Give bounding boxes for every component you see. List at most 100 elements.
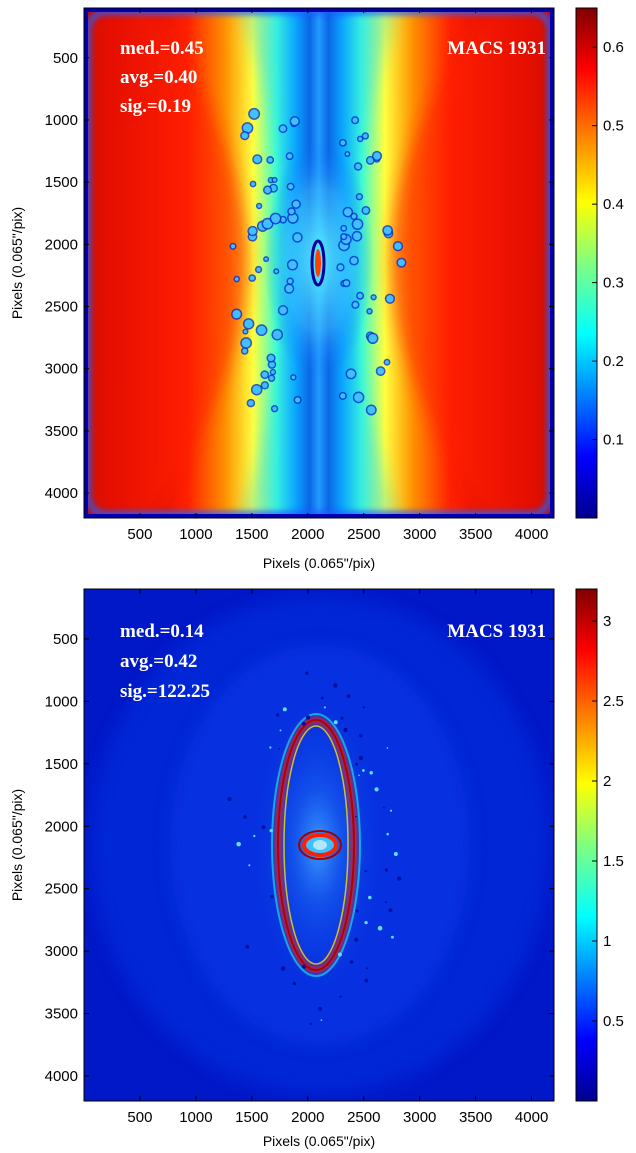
heatmap-image-bottom [84,589,554,1101]
galaxy-blob [364,920,368,925]
panel-top: 500 1000 1500 2000 2500 3000 3500 4000 500 1000 15… [9,7,624,571]
galaxy-core-blob [271,214,281,223]
galaxy-blob [377,925,383,931]
galaxy-core-blob [362,207,369,214]
x-tick-label: 2000 [291,526,324,543]
stat-median-bottom: med.=0.14 [120,621,204,642]
galaxy-blob [338,952,342,957]
galaxy-blob [333,683,338,688]
colorbar-tick-label: 2.5 [603,693,624,710]
cluster-label-top: MACS 1931 [447,38,546,59]
galaxy-blob [248,864,251,867]
y-tick-label: 3000 [45,943,78,960]
galaxy-core-blob [288,208,295,215]
galaxy-core-blob [261,371,268,378]
galaxy-core-blob [279,125,286,132]
colorbar-tick-label: 0.2 [603,353,624,370]
galaxy-core-blob [343,280,350,286]
colorbar-tick-label: 0.3 [603,275,624,292]
galaxy-blob [388,908,393,913]
galaxy-blob [355,762,359,766]
galaxy-core-blob [249,109,259,119]
galaxy-blob [364,869,367,873]
galaxy-blob [318,1006,322,1011]
galaxy-core-blob [272,406,277,411]
galaxy-core-blob [249,275,255,281]
y-tick-label: 2500 [45,299,78,316]
y-tick-label: 1500 [45,756,78,773]
galaxy-core-blob [353,232,361,241]
x-tick-label: 3000 [403,1109,436,1126]
y-tick-label: 500 [53,631,78,648]
galaxy-blob [355,909,359,913]
colorbar-tick-label: 1.5 [603,853,624,870]
galaxy-blob [354,815,357,818]
galaxy-blob [358,774,360,777]
colorbar-tick-label: 0.5 [603,1013,624,1030]
galaxy-core-blob [253,155,261,163]
galaxy-blob [383,806,385,809]
stat-median-top: med.=0.45 [120,38,204,59]
galaxy-core-blob [285,284,293,293]
galaxy-blob [374,787,379,792]
galaxy-core-blob [243,123,252,133]
galaxy-core-blob [292,200,300,208]
galaxy-core-blob [337,264,344,270]
x-tick-label: 4000 [515,1109,548,1126]
galaxy-core-blob [264,257,268,261]
galaxy-core-blob [350,257,358,265]
galaxy-core-blob [291,117,299,125]
galaxy-core-blob [367,309,372,314]
galaxy-blob [349,960,354,964]
galaxy-blob [301,964,306,969]
galaxy-blob [323,706,326,709]
galaxy-core-blob [357,194,362,199]
y-tick-label: 4000 [45,485,78,502]
galaxy-core-blob [383,226,392,235]
stat-sigma-top: sig.=0.19 [120,96,191,117]
axes-frame-top [83,7,555,519]
galaxy-blob [362,769,365,772]
galaxy-core-blob [248,400,254,406]
galaxy-blob [282,707,287,712]
galaxy-blob [292,981,297,986]
galaxy-blob [397,876,402,881]
galaxy-core-blob [248,227,257,235]
galaxy-blob [386,832,389,836]
colorbar-tick-label: 0.5 [603,118,624,135]
galaxy-core-blob [272,330,282,339]
x-tick-label: 1500 [235,1109,268,1126]
x-axis-label-top: Pixels (0.065"/pix) [263,555,375,571]
galaxy-core-blob [288,213,298,223]
galaxy-blob [305,671,309,675]
y-tick-label: 2500 [45,881,78,898]
galaxy-core-blob [234,277,239,281]
galaxy-core-blob [293,233,302,242]
galaxy-blob [236,841,241,847]
x-tick-label: 4000 [515,526,548,543]
colorbar-tick-label: 1 [603,933,611,950]
galaxy-blob [333,720,338,725]
galaxy-core-blob [262,382,268,388]
y-tick-label: 1500 [45,174,78,191]
x-tick-label: 2500 [347,1109,380,1126]
galaxy-blob [253,834,256,838]
galaxy-blob [390,809,393,812]
galaxy-core-blob [340,393,346,399]
galaxy-blob [343,727,348,732]
galaxy-blob [309,1022,312,1025]
galaxy-core-blob [287,153,293,159]
heatmap-image-top [84,8,554,518]
cluster-label-bottom: MACS 1931 [447,621,546,642]
galaxy-core-blob [341,234,346,239]
galaxy-core-blob [385,360,389,365]
galaxy-blob [269,829,273,833]
galaxy-blob [320,1019,323,1021]
galaxy-blob [278,747,281,750]
galaxy-core-blob [251,182,255,186]
galaxy-core-blob [352,302,358,308]
x-tick-label: 3500 [459,526,492,543]
colorbar-bottom [575,588,598,1102]
galaxy-blob [320,696,324,700]
